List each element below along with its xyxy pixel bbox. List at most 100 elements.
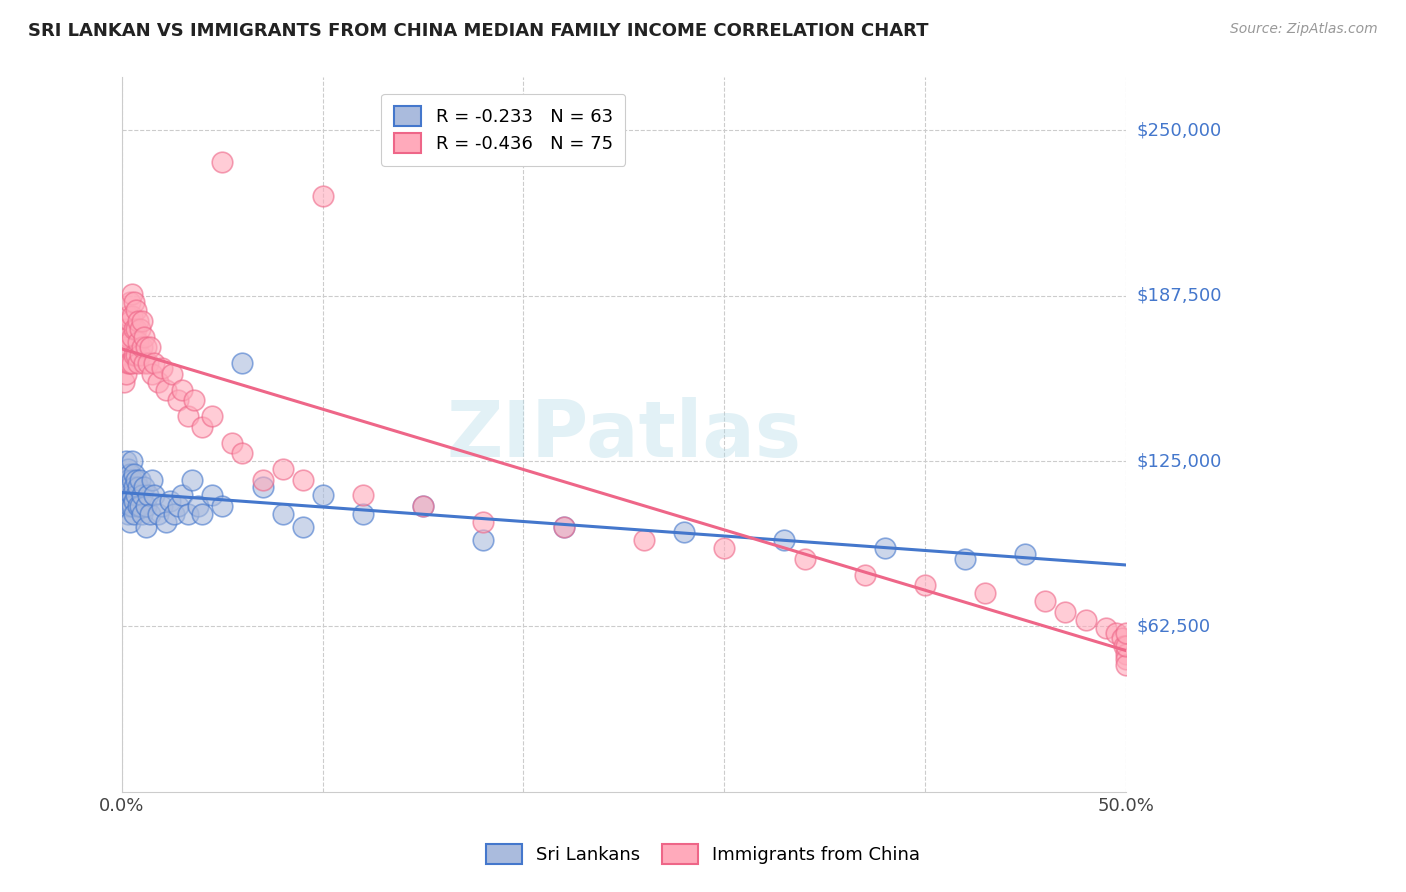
Point <box>148 507 170 521</box>
Point <box>112 473 135 487</box>
Point <box>231 356 253 370</box>
Point <box>127 314 149 328</box>
Point <box>412 499 434 513</box>
Point <box>271 507 294 521</box>
Point <box>134 329 156 343</box>
Point <box>221 435 243 450</box>
Point <box>122 507 145 521</box>
Point <box>122 295 145 310</box>
Point <box>291 473 314 487</box>
Point <box>1094 621 1116 635</box>
Point <box>122 322 145 336</box>
Point <box>121 499 143 513</box>
Point <box>120 480 142 494</box>
Point <box>135 340 157 354</box>
Point <box>117 488 139 502</box>
Point <box>122 480 145 494</box>
Point <box>1035 594 1057 608</box>
Text: SRI LANKAN VS IMMIGRANTS FROM CHINA MEDIAN FAMILY INCOME CORRELATION CHART: SRI LANKAN VS IMMIGRANTS FROM CHINA MEDI… <box>28 22 928 40</box>
Point <box>121 473 143 487</box>
Point <box>160 367 183 381</box>
Point <box>115 499 138 513</box>
Legend: R = -0.233   N = 63, R = -0.436   N = 75: R = -0.233 N = 63, R = -0.436 N = 75 <box>381 94 626 166</box>
Point <box>120 515 142 529</box>
Point <box>120 295 142 310</box>
Point <box>117 462 139 476</box>
Point <box>129 322 152 336</box>
Point <box>122 467 145 482</box>
Point <box>141 473 163 487</box>
Text: $125,000: $125,000 <box>1137 452 1222 470</box>
Point <box>252 473 274 487</box>
Point <box>553 520 575 534</box>
Point <box>121 309 143 323</box>
Point <box>1112 639 1135 653</box>
Text: $62,500: $62,500 <box>1137 617 1211 635</box>
Point <box>167 499 190 513</box>
Point <box>974 586 997 600</box>
Point <box>129 348 152 362</box>
Legend: Sri Lankans, Immigrants from China: Sri Lankans, Immigrants from China <box>471 830 935 879</box>
Point <box>131 340 153 354</box>
Point <box>1074 613 1097 627</box>
Point <box>121 488 143 502</box>
Point <box>713 541 735 556</box>
Point <box>127 480 149 494</box>
Point <box>127 499 149 513</box>
Point <box>125 348 148 362</box>
Point <box>150 499 173 513</box>
Point <box>121 287 143 301</box>
Point <box>177 409 200 423</box>
Point <box>312 488 335 502</box>
Point <box>183 393 205 408</box>
Point <box>352 488 374 502</box>
Point <box>1104 626 1126 640</box>
Point <box>191 419 214 434</box>
Point <box>211 499 233 513</box>
Point <box>472 515 495 529</box>
Point <box>633 533 655 548</box>
Point <box>167 393 190 408</box>
Point <box>1054 605 1077 619</box>
Point <box>122 493 145 508</box>
Text: ZIPatlas: ZIPatlas <box>446 397 801 473</box>
Point <box>120 499 142 513</box>
Point <box>1014 547 1036 561</box>
Point <box>115 322 138 336</box>
Point <box>271 462 294 476</box>
Point <box>121 356 143 370</box>
Point <box>191 507 214 521</box>
Point <box>117 329 139 343</box>
Point <box>953 552 976 566</box>
Point <box>125 488 148 502</box>
Point <box>117 309 139 323</box>
Point <box>1115 626 1137 640</box>
Point <box>773 533 796 548</box>
Point <box>136 356 159 370</box>
Point <box>231 446 253 460</box>
Point <box>155 515 177 529</box>
Point <box>1111 632 1133 646</box>
Point <box>129 499 152 513</box>
Point <box>120 467 142 482</box>
Text: $187,500: $187,500 <box>1137 286 1222 305</box>
Point <box>914 578 936 592</box>
Point <box>172 488 194 502</box>
Point <box>793 552 815 566</box>
Point <box>201 488 224 502</box>
Point <box>134 356 156 370</box>
Point <box>1115 657 1137 672</box>
Point <box>131 314 153 328</box>
Point <box>172 383 194 397</box>
Point <box>163 507 186 521</box>
Text: $250,000: $250,000 <box>1137 121 1222 139</box>
Point <box>134 480 156 494</box>
Point <box>139 507 162 521</box>
Point <box>127 356 149 370</box>
Point <box>291 520 314 534</box>
Point <box>177 507 200 521</box>
Point <box>148 375 170 389</box>
Point <box>121 454 143 468</box>
Point <box>553 520 575 534</box>
Point <box>873 541 896 556</box>
